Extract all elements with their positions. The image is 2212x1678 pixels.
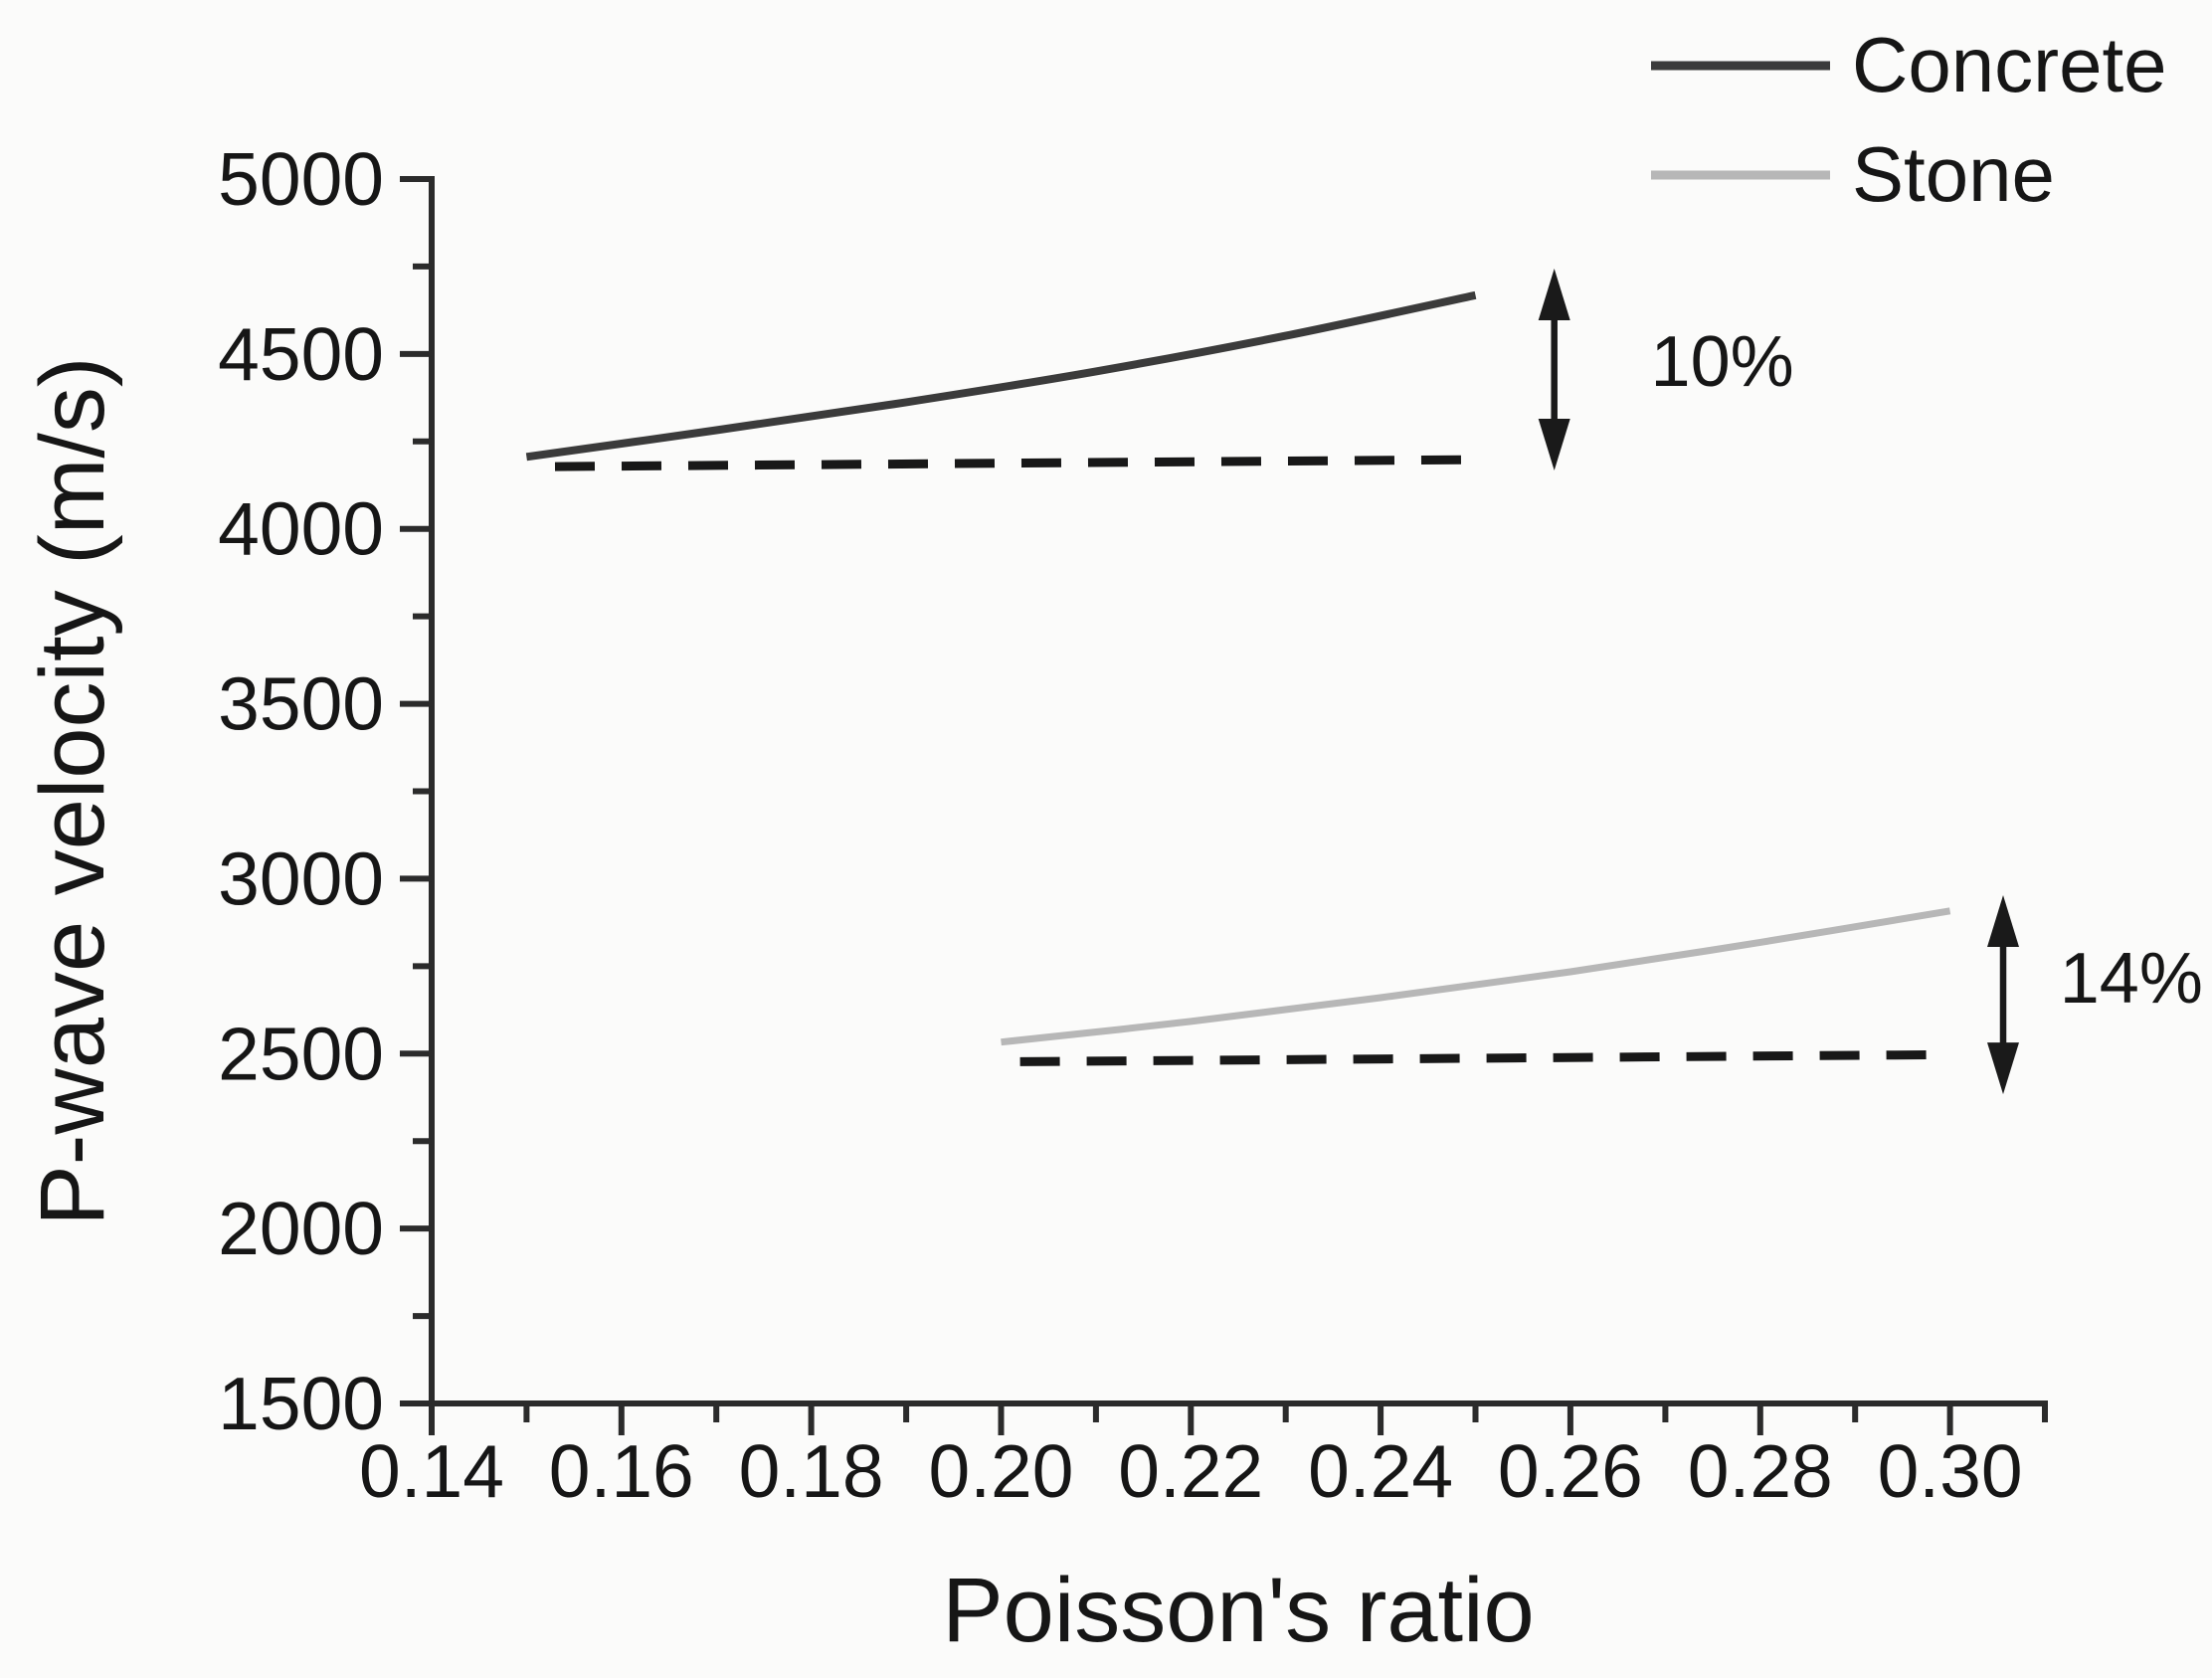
y-tick-label: 2500 bbox=[218, 1012, 384, 1095]
legend-label: Concrete bbox=[1852, 21, 2167, 108]
series-line-2 bbox=[1001, 907, 1951, 1046]
series-line-3 bbox=[1019, 1049, 1950, 1066]
x-tick-label: 0.20 bbox=[929, 1429, 1074, 1513]
annotation-label: 14% bbox=[2060, 939, 2203, 1019]
series-line-0 bbox=[525, 290, 1477, 462]
y-tick-label: 1500 bbox=[218, 1362, 384, 1445]
x-tick-label: 0.30 bbox=[1878, 1429, 2023, 1513]
x-tick-label: 0.28 bbox=[1688, 1429, 1833, 1513]
axes-spines bbox=[429, 176, 2048, 1406]
x-tick-label: 0.24 bbox=[1308, 1429, 1453, 1513]
annotation-arrowhead-up bbox=[1987, 895, 2019, 947]
y-axis-title: P-wave velocity (m/s) bbox=[22, 356, 123, 1225]
y-tick-label: 5000 bbox=[218, 137, 384, 221]
legend-label: Stone bbox=[1852, 130, 2055, 218]
x-tick-label: 0.26 bbox=[1498, 1429, 1643, 1513]
y-tick-label: 3000 bbox=[218, 837, 384, 920]
annotation-arrowhead-down bbox=[1538, 419, 1570, 470]
x-tick-label: 0.16 bbox=[549, 1429, 694, 1513]
y-tick-label: 3500 bbox=[218, 662, 384, 746]
series-line-1 bbox=[554, 455, 1476, 471]
annotation-label: 10% bbox=[1651, 322, 1794, 402]
x-axis-title: Poisson's ratio bbox=[942, 1560, 1534, 1661]
y-tick-label: 2000 bbox=[218, 1187, 384, 1270]
x-tick-label: 0.18 bbox=[739, 1429, 884, 1513]
annotation-arrowhead-down bbox=[1987, 1042, 2019, 1095]
y-tick-label: 4500 bbox=[218, 312, 384, 396]
y-tick-label: 4000 bbox=[218, 487, 384, 571]
annotation-arrowhead-up bbox=[1538, 269, 1570, 320]
x-tick-label: 0.22 bbox=[1118, 1429, 1263, 1513]
x-tick-label: 0.14 bbox=[359, 1429, 504, 1513]
